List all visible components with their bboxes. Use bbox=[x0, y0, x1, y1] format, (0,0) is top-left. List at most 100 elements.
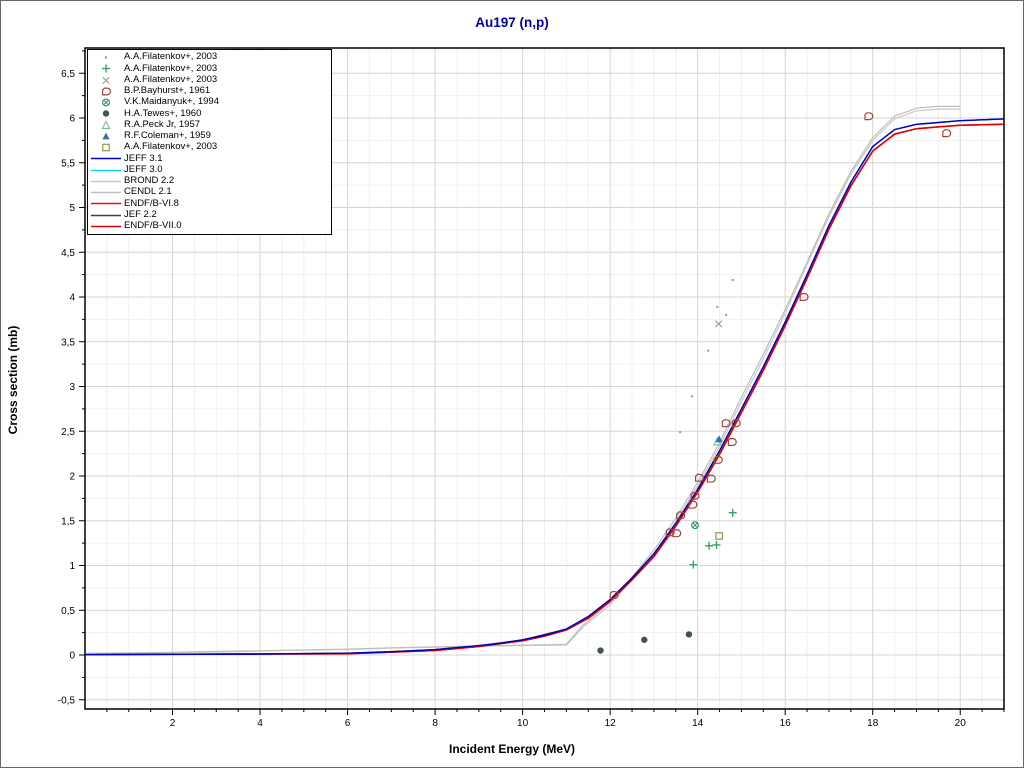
data-point-marker bbox=[864, 112, 874, 121]
x-tick-label: 12 bbox=[605, 718, 617, 729]
series-x bbox=[715, 320, 723, 328]
y-tick-label: -0,5 bbox=[58, 695, 76, 706]
data-point-marker bbox=[715, 532, 723, 540]
legend-marker-swatch bbox=[102, 143, 110, 152]
data-point-marker bbox=[694, 473, 704, 482]
series-circle-x bbox=[691, 521, 699, 530]
legend-item[interactable]: B.P.Bayhurst+, 1961 bbox=[88, 86, 331, 97]
data-point-marker bbox=[102, 76, 110, 84]
series-circle-fill bbox=[597, 631, 693, 654]
y-tick-label: 5,5 bbox=[61, 158, 75, 169]
y-tick-label: 3,5 bbox=[61, 337, 75, 348]
legend-item[interactable]: A.A.Filatenkov+, 2003 bbox=[88, 52, 331, 63]
data-point-marker bbox=[685, 631, 693, 638]
legend-item[interactable]: CENDL 2.1 bbox=[88, 187, 331, 198]
x-tick-label: 18 bbox=[867, 718, 879, 729]
legend-line-swatch bbox=[91, 203, 121, 205]
data-point-marker bbox=[705, 541, 714, 550]
curves bbox=[85, 105, 1004, 656]
legend-marker-swatch bbox=[102, 76, 110, 84]
y-tick-label: 6 bbox=[69, 114, 75, 125]
legend-item[interactable]: JEFF 3.0 bbox=[88, 163, 331, 176]
data-point-marker bbox=[641, 636, 648, 643]
tick-labels: 2 4 6 8 10 12 14 16 18 20 -0,5 0 0,5 1 1,5 2 2,5 3 3,5 4 4,5… bbox=[58, 69, 966, 729]
series-tri-fill bbox=[715, 435, 723, 443]
data-point-marker bbox=[942, 129, 952, 138]
legend-item[interactable]: H.A.Tewes+, 1960 bbox=[88, 107, 331, 120]
legend-marker-swatch bbox=[105, 56, 107, 59]
legend-item[interactable]: ENDF/B-VI.8 bbox=[88, 197, 331, 210]
legend-item[interactable]: A.A.Filatenkov+, 2003 bbox=[88, 62, 331, 75]
x-tick-label: 20 bbox=[955, 718, 967, 729]
legend-item[interactable]: JEF 2.2 bbox=[88, 209, 331, 221]
curve-endf-b-vii-0 bbox=[85, 123, 1004, 656]
legend-line-swatch bbox=[91, 158, 121, 160]
data-point-marker bbox=[707, 349, 710, 352]
legend-item-label: CENDL 2.1 bbox=[124, 186, 172, 198]
legend-item[interactable]: ENDF/B-VII.0 bbox=[88, 221, 331, 232]
grid-major bbox=[85, 48, 1004, 709]
curve-cendl-2-1 bbox=[85, 105, 961, 654]
data-point-marker bbox=[597, 647, 604, 654]
y-tick-label: 4 bbox=[69, 293, 75, 304]
x-axis-title: Incident Energy (MeV) bbox=[448, 742, 576, 756]
legend-line-swatch bbox=[91, 169, 121, 171]
y-tick-label: 6,5 bbox=[61, 69, 75, 80]
legend-item[interactable]: V.K.Maidanyuk+, 1994 bbox=[88, 97, 331, 108]
data-point-marker bbox=[725, 313, 728, 316]
data-point-marker bbox=[609, 591, 619, 600]
data-point-marker bbox=[691, 521, 699, 530]
data-point-marker bbox=[692, 522, 698, 528]
legend-marker-swatch bbox=[102, 132, 110, 140]
y-tick-label: 5 bbox=[69, 203, 75, 214]
legend-item[interactable]: R.F.Coleman+, 1959 bbox=[88, 131, 331, 142]
y-tick-label: 2,5 bbox=[61, 427, 75, 438]
data-point-marker bbox=[721, 419, 731, 428]
legend-marker-swatch bbox=[101, 120, 111, 129]
legend: A.A.Filatenkov+, 2003 A.A.Filatenkov+, 20… bbox=[87, 49, 332, 235]
legend-item-label: A.A.Filatenkov+, 2003 bbox=[124, 62, 218, 74]
x-tick-label: 14 bbox=[692, 718, 704, 729]
data-point-marker bbox=[799, 293, 809, 301]
y-tick-label: 0,5 bbox=[61, 606, 75, 617]
legend-marker-swatch bbox=[102, 98, 110, 107]
plot-frame bbox=[79, 47, 1005, 715]
legend-item[interactable]: JEFF 3.1 bbox=[88, 152, 331, 165]
data-point-marker bbox=[101, 120, 111, 129]
y-tick-label: 2 bbox=[69, 472, 75, 483]
x-tick-label: 6 bbox=[345, 718, 351, 729]
data-point-marker bbox=[665, 528, 675, 537]
legend-item-label: R.A.Peck Jr, 1957 bbox=[124, 118, 201, 130]
legend-marker-swatch bbox=[102, 110, 110, 118]
legend-item-label: ENDF/B-VI.8 bbox=[124, 197, 179, 209]
y-tick-label: 0 bbox=[69, 651, 75, 662]
x-tick-label: 2 bbox=[170, 718, 176, 729]
y-tick-label: 1,5 bbox=[61, 516, 75, 527]
data-point-marker bbox=[715, 320, 723, 328]
data-point-marker bbox=[103, 100, 109, 106]
legend-item-label: BROND 2.2 bbox=[124, 175, 175, 187]
series-dee bbox=[609, 112, 952, 600]
y-axis-title: Cross section (mb) bbox=[6, 325, 20, 435]
x-tick-label: 10 bbox=[517, 718, 529, 729]
data-point-marker bbox=[689, 560, 698, 569]
legend-line-swatch bbox=[91, 214, 121, 216]
legend-item[interactable]: A.A.Filatenkov+, 2003 bbox=[88, 74, 331, 86]
legend-item[interactable]: BROND 2.2 bbox=[88, 176, 331, 187]
data-point-marker bbox=[102, 98, 110, 107]
legend-line-swatch bbox=[91, 180, 121, 183]
legend-item-label: H.A.Tewes+, 1960 bbox=[124, 107, 202, 119]
data-point-marker bbox=[102, 64, 110, 73]
legend-item[interactable]: A.A.Filatenkov+, 2003 bbox=[88, 142, 331, 153]
legend-item-label: JEFF 3.0 bbox=[124, 163, 163, 175]
data-point-marker bbox=[102, 143, 110, 152]
legend-marker-swatch bbox=[102, 64, 110, 73]
data-point-marker bbox=[713, 455, 723, 464]
series-plus bbox=[689, 508, 737, 569]
x-tick-label: 4 bbox=[257, 718, 263, 729]
data-point-marker bbox=[688, 500, 698, 509]
legend-item[interactable]: R.A.Peck Jr, 1957 bbox=[88, 118, 331, 131]
legend-item-label: JEFF 3.1 bbox=[124, 152, 163, 164]
y-tick-label: 4,5 bbox=[61, 248, 75, 259]
